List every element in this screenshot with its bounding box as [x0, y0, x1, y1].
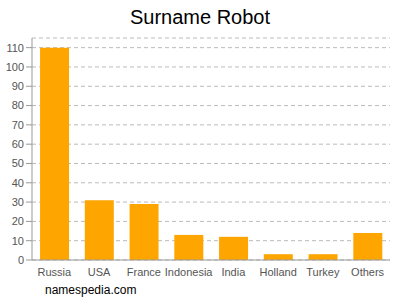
svg-text:Others: Others [351, 266, 385, 278]
svg-text:India: India [221, 266, 246, 278]
svg-text:80: 80 [12, 99, 24, 111]
svg-text:90: 90 [12, 80, 24, 92]
svg-text:100: 100 [8, 61, 24, 73]
svg-text:110: 110 [8, 42, 24, 54]
svg-text:30: 30 [12, 196, 24, 208]
svg-text:20: 20 [12, 215, 24, 227]
html-text:Surname Robot: Surname Robot [130, 6, 270, 28]
svg-text:70: 70 [12, 119, 24, 131]
svg-text:10: 10 [12, 235, 24, 247]
svg-text:Turkey: Turkey [306, 266, 340, 278]
svg-text:50: 50 [12, 157, 24, 169]
svg-text:France: France [127, 266, 161, 278]
svg-text:Russia: Russia [38, 266, 73, 278]
svg-text:Holland: Holland [259, 266, 296, 278]
svg-text:USA: USA [88, 266, 111, 278]
html-text:namespedia.com: namespedia.com [45, 283, 137, 297]
svg-text:0: 0 [18, 254, 24, 266]
svg-text:60: 60 [12, 138, 24, 150]
svg-text:40: 40 [12, 177, 24, 189]
svg-text:Indonesia: Indonesia [165, 266, 214, 278]
